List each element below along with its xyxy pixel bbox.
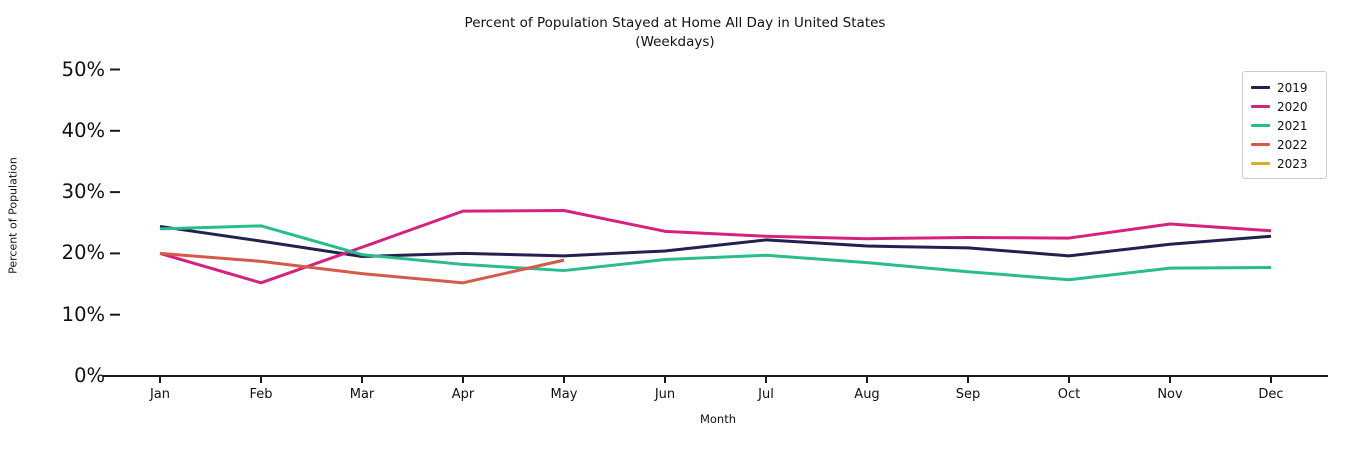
- x-tick-label: Jun: [654, 387, 676, 402]
- series-line-2020: [159, 208, 1272, 285]
- x-tick-label: Jul: [758, 387, 774, 402]
- legend-item-2023: 2023: [1251, 154, 1318, 173]
- x-tick-label: Nov: [1157, 387, 1183, 402]
- x-tick-label: Feb: [249, 387, 273, 402]
- y-tick-label: 50%: [61, 57, 105, 81]
- series-line-2022: [159, 251, 565, 285]
- legend-swatch-2022: [1251, 143, 1270, 146]
- legend-label-2019: 2019: [1277, 80, 1308, 95]
- series-line-2021: [159, 224, 1272, 282]
- y-tick-label: 30%: [61, 180, 105, 204]
- y-tick-label: 40%: [61, 118, 105, 142]
- legend-swatch-2020: [1251, 105, 1270, 108]
- x-tick-label: Dec: [1258, 387, 1284, 402]
- legend-label-2022: 2022: [1277, 137, 1308, 152]
- x-tick-label: Mar: [349, 387, 375, 402]
- legend-item-2022: 2022: [1251, 135, 1318, 154]
- x-tick-label: Apr: [451, 387, 475, 402]
- legend-item-2020: 2020: [1251, 97, 1318, 116]
- series-line-2019: [159, 224, 1272, 258]
- x-tick-label: Aug: [854, 387, 880, 402]
- chart-subtitle: (Weekdays): [635, 34, 715, 50]
- x-tick-label: Sep: [955, 387, 981, 402]
- legend-label-2021: 2021: [1277, 118, 1308, 133]
- legend-label-2020: 2020: [1277, 99, 1308, 114]
- y-tick-label: 0%: [74, 364, 105, 387]
- x-axis-label: Month: [699, 412, 737, 426]
- x-tick-label: Oct: [1057, 387, 1081, 402]
- x-tick-label: May: [550, 387, 578, 402]
- legend-swatch-2021: [1251, 124, 1270, 127]
- x-tick-label: Jan: [149, 387, 171, 402]
- y-tick-label: 20%: [61, 241, 105, 265]
- legend-swatch-2023: [1251, 162, 1270, 165]
- legend-label-2023: 2023: [1277, 156, 1308, 171]
- y-tick-label: 10%: [61, 302, 105, 326]
- legend-item-2021: 2021: [1251, 116, 1318, 135]
- legend: 2019 2020 2021 2022 2023: [1242, 71, 1327, 179]
- chart-title: Percent of Population Stayed at Home All…: [464, 15, 886, 31]
- legend-item-2019: 2019: [1251, 78, 1318, 97]
- legend-swatch-2019: [1251, 86, 1270, 89]
